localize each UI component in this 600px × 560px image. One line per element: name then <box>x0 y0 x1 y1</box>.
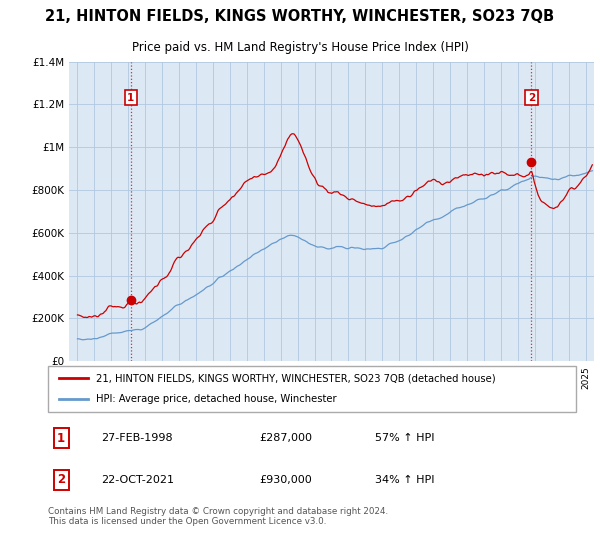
Text: 34% ↑ HPI: 34% ↑ HPI <box>376 475 435 485</box>
Text: 1: 1 <box>127 92 134 102</box>
Text: 2: 2 <box>528 92 535 102</box>
Text: 22-OCT-2021: 22-OCT-2021 <box>101 475 174 485</box>
Text: 21, HINTON FIELDS, KINGS WORTHY, WINCHESTER, SO23 7QB (detached house): 21, HINTON FIELDS, KINGS WORTHY, WINCHES… <box>95 373 495 383</box>
Text: Contains HM Land Registry data © Crown copyright and database right 2024.
This d: Contains HM Land Registry data © Crown c… <box>48 507 388 526</box>
Text: £930,000: £930,000 <box>259 475 312 485</box>
Text: 2: 2 <box>57 473 65 486</box>
Text: 21, HINTON FIELDS, KINGS WORTHY, WINCHESTER, SO23 7QB: 21, HINTON FIELDS, KINGS WORTHY, WINCHES… <box>46 9 554 24</box>
Text: HPI: Average price, detached house, Winchester: HPI: Average price, detached house, Winc… <box>95 394 336 404</box>
Text: 1: 1 <box>57 432 65 445</box>
Text: 57% ↑ HPI: 57% ↑ HPI <box>376 433 435 443</box>
Text: 27-FEB-1998: 27-FEB-1998 <box>101 433 172 443</box>
Text: Price paid vs. HM Land Registry's House Price Index (HPI): Price paid vs. HM Land Registry's House … <box>131 41 469 54</box>
Text: £287,000: £287,000 <box>259 433 312 443</box>
